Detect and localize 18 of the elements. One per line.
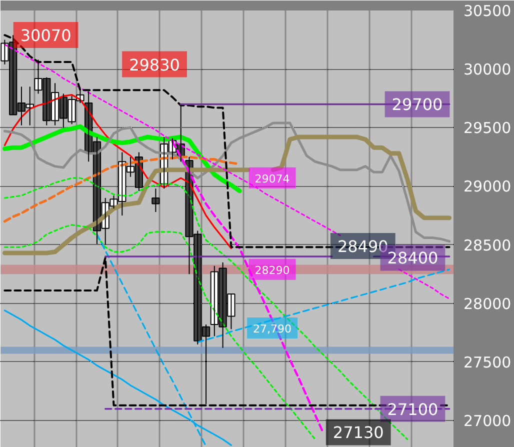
y-tick-label: 29000: [464, 178, 512, 196]
annotation: 29830: [129, 55, 180, 74]
annotation: 29700: [392, 95, 443, 114]
y-tick-label: 28000: [464, 294, 512, 313]
annotation: 27,790: [253, 322, 292, 336]
y-tick-label: 29500: [464, 119, 512, 138]
y-tick-label: 30500: [464, 2, 512, 20]
annotation: 28290: [254, 264, 290, 277]
y-tick-label: 27500: [464, 353, 512, 372]
annotation: 28490: [337, 236, 388, 256]
annotation: 29074: [254, 172, 290, 186]
annotation: 27100: [387, 400, 438, 419]
y-tick-label: 30000: [464, 60, 512, 79]
y-tick-label: 27000: [464, 412, 512, 430]
y-tick-label: 28500: [464, 236, 512, 254]
annotation: 27130: [332, 423, 384, 442]
annotation: 30070: [20, 26, 72, 45]
annotation: 28400: [387, 248, 438, 268]
